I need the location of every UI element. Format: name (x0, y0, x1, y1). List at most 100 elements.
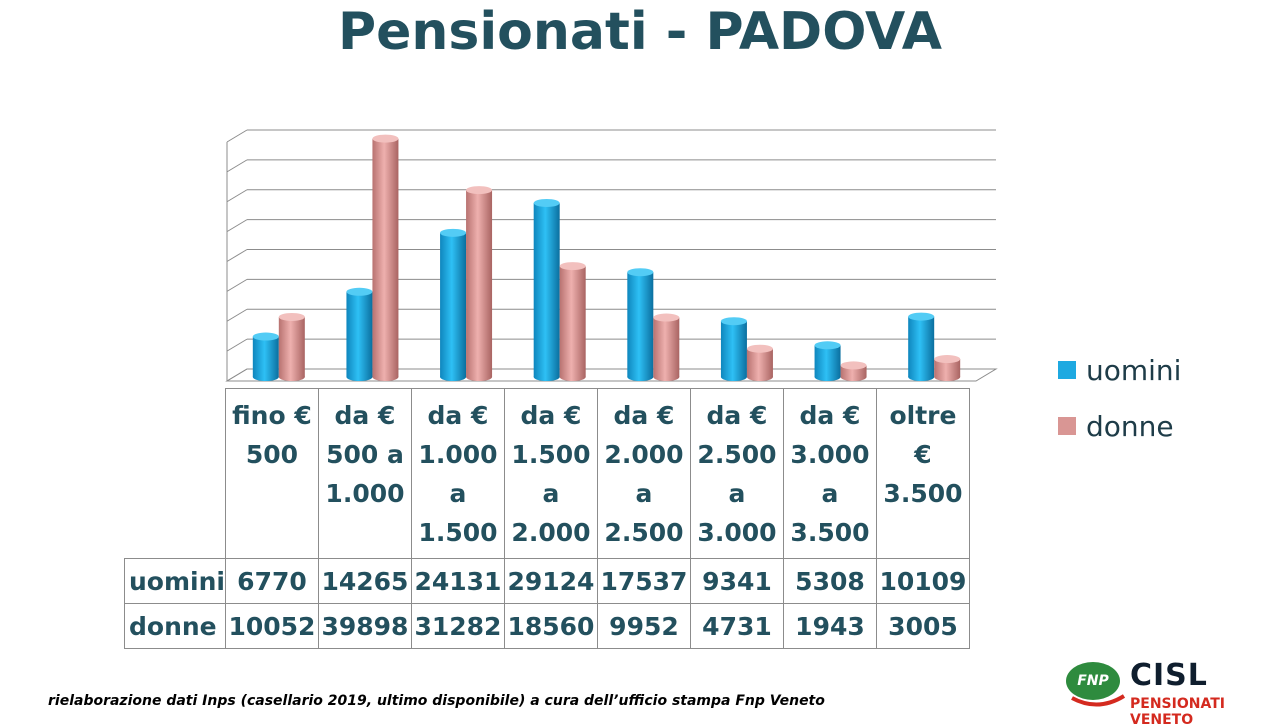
bar-base (814, 373, 841, 381)
category-label-line: a (635, 479, 653, 508)
bar-body (466, 190, 493, 377)
value-cell-donne: 18560 (503, 603, 598, 649)
value-cell-uomini: 29124 (503, 558, 598, 604)
legend-label-donne: donne (1086, 409, 1174, 443)
legend-item-uomini: uomini (1058, 342, 1181, 398)
bar-body (934, 359, 961, 377)
category-label-line: 1.000 (325, 479, 405, 508)
gridline-tick (226, 308, 248, 322)
bar-body (814, 345, 841, 377)
bar-base (252, 373, 279, 381)
bar-base (466, 373, 493, 381)
bar-body (720, 321, 747, 377)
chart-floor (225, 368, 998, 382)
category-cell: da € 1.000 a 1.500 (410, 388, 505, 559)
chart-gridlines (225, 129, 998, 382)
value-cell-uomini: 6770 (224, 558, 319, 604)
logo-swoosh-icon (1071, 694, 1126, 707)
bar-body (346, 291, 373, 377)
bar-top (346, 287, 373, 296)
category-label-line: a (449, 479, 467, 508)
bar-top (653, 313, 680, 322)
bar-top (466, 186, 493, 195)
value-cell-uomini: 17537 (596, 558, 691, 604)
category-label-line: 1.000 (418, 440, 498, 469)
category-label-line: 2.000 (604, 440, 684, 469)
bar-body (627, 272, 654, 377)
bar-uomini (627, 268, 654, 381)
source-footnote: rielaborazione dati Inps (casellario 201… (48, 693, 825, 709)
bar-top (252, 332, 279, 341)
bar-body (746, 348, 773, 377)
bar-uomini (252, 332, 279, 381)
bar-base (934, 373, 961, 381)
bar-top (559, 262, 586, 271)
category-row: fino €500 da €500 a 1.000 da €1.000 a 1.500 da… (124, 388, 970, 559)
bar-body (372, 138, 399, 377)
chart-legend: uomini donne (1058, 342, 1181, 454)
bar-base (533, 373, 560, 381)
bar-top (814, 341, 841, 350)
value-cell-donne: 10052 (224, 603, 319, 649)
category-label-line: fino € (232, 401, 312, 430)
category-label-line: oltre (889, 401, 957, 430)
bar-donne (840, 361, 867, 381)
category-label-line: a (542, 479, 560, 508)
bar-body (653, 317, 680, 377)
value-cell-uomini: 10109 (875, 558, 970, 604)
category-label-line: da € (427, 401, 489, 430)
bar-top (440, 228, 467, 237)
fnp-badge: FNP (1066, 662, 1120, 700)
bar-base (720, 373, 747, 381)
category-label-line: 2.500 (697, 440, 777, 469)
category-cell: oltre €3.500 (875, 388, 970, 559)
category-cell: da € 2.000 a 2.500 (596, 388, 691, 559)
cisl-logo: FNP CISL PENSIONATI VENETO (1062, 658, 1272, 728)
value-cell-donne: 4731 (689, 603, 784, 649)
value-cell-uomini: 24131 (410, 558, 505, 604)
legend-swatch-uomini (1058, 361, 1076, 379)
legend-swatch-donne (1058, 417, 1076, 435)
category-cell: da € 3.000 a 3.500 (782, 388, 877, 559)
gridline-tick (226, 159, 248, 173)
value-cell-uomini: 9341 (689, 558, 784, 604)
category-cell: da € 1.500 a 2.000 (503, 388, 598, 559)
bar-top (908, 312, 935, 321)
category-cell: da € 2.500 a 3.000 (689, 388, 784, 559)
bar-base (278, 373, 305, 381)
bar-body (908, 316, 935, 377)
category-cell: fino € 500 (224, 388, 319, 559)
gridline-tick (226, 189, 248, 203)
bar-uomini (908, 312, 935, 381)
category-label-line: da € (334, 401, 396, 430)
bar-uomini (814, 341, 841, 381)
bar-body (533, 202, 560, 377)
bar-base (746, 373, 773, 381)
category-label-line: da € (520, 401, 582, 430)
bar-body (840, 365, 867, 377)
category-label-line: a (728, 479, 746, 508)
gridline-tick (226, 129, 248, 143)
category-label-line: da € (613, 401, 675, 430)
bar-base (372, 373, 399, 381)
page-title: Pensionati - PADOVA (338, 2, 942, 62)
gridline-tick (226, 219, 248, 233)
category-label-line: 1.500 (418, 518, 498, 547)
row-label-donne: donne (124, 603, 226, 649)
bar-top (840, 361, 867, 370)
bar-top (934, 355, 961, 364)
table-corner (124, 388, 226, 559)
value-cell-uomini: 14265 (317, 558, 412, 604)
bar-top (372, 134, 399, 143)
bar-donne (746, 344, 773, 381)
value-cell-uomini: 5308 (782, 558, 877, 604)
bar-base (559, 373, 586, 381)
value-cell-donne: 1943 (782, 603, 877, 649)
category-label-line: 3.000 (697, 518, 777, 547)
gridline-tick (226, 278, 248, 292)
bar-body (559, 266, 586, 377)
bar-donne (653, 313, 680, 381)
bar-base (627, 373, 654, 381)
logo-subtitle: PENSIONATI VENETO (1130, 696, 1225, 728)
